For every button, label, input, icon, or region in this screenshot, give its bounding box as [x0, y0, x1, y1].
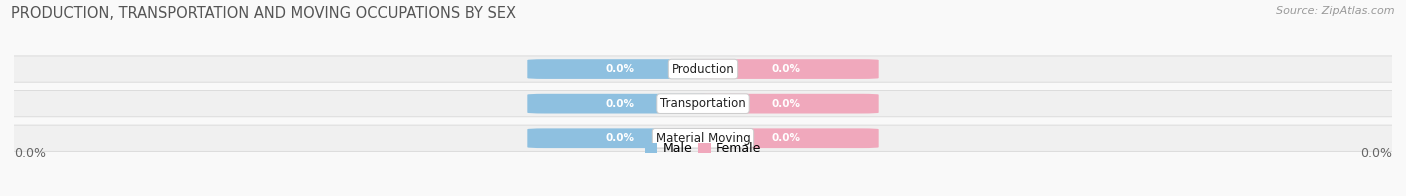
Text: 0.0%: 0.0% [606, 133, 636, 143]
FancyBboxPatch shape [527, 94, 713, 113]
Text: Source: ZipAtlas.com: Source: ZipAtlas.com [1277, 6, 1395, 16]
FancyBboxPatch shape [527, 128, 713, 148]
FancyBboxPatch shape [693, 128, 879, 148]
Text: 0.0%: 0.0% [14, 147, 46, 160]
Text: 0.0%: 0.0% [1360, 147, 1392, 160]
Text: 0.0%: 0.0% [606, 64, 636, 74]
FancyBboxPatch shape [693, 94, 879, 113]
Legend: Male, Female: Male, Female [640, 137, 766, 160]
FancyBboxPatch shape [693, 59, 879, 79]
Text: 0.0%: 0.0% [770, 99, 800, 109]
FancyBboxPatch shape [0, 91, 1406, 117]
Text: Material Moving: Material Moving [655, 132, 751, 145]
Text: 0.0%: 0.0% [770, 64, 800, 74]
FancyBboxPatch shape [0, 56, 1406, 82]
Text: 0.0%: 0.0% [606, 99, 636, 109]
FancyBboxPatch shape [527, 59, 713, 79]
Text: 0.0%: 0.0% [770, 133, 800, 143]
Text: Production: Production [672, 63, 734, 76]
Text: PRODUCTION, TRANSPORTATION AND MOVING OCCUPATIONS BY SEX: PRODUCTION, TRANSPORTATION AND MOVING OC… [11, 6, 516, 21]
FancyBboxPatch shape [0, 125, 1406, 151]
Text: Transportation: Transportation [661, 97, 745, 110]
